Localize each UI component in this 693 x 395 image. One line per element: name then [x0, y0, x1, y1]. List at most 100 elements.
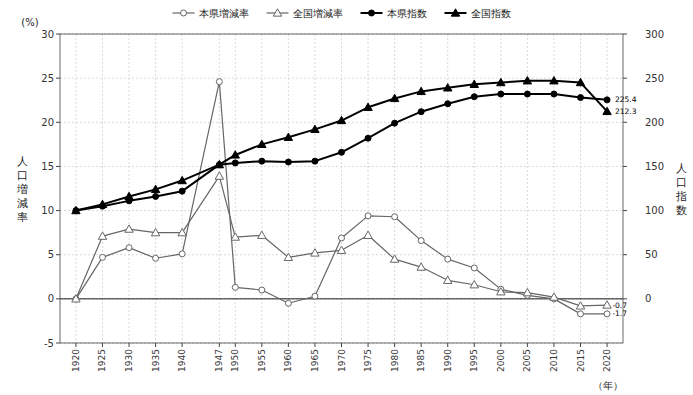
legend-marker [181, 10, 187, 16]
grid-line-x [102, 34, 103, 343]
point [578, 95, 584, 101]
point [523, 77, 531, 84]
point [603, 301, 611, 308]
zero-line [60, 298, 623, 299]
point [312, 158, 318, 164]
point [231, 151, 239, 158]
point [311, 249, 319, 256]
point [339, 235, 345, 241]
tick-y [56, 210, 60, 211]
point [284, 253, 292, 260]
y-unit: (%) [21, 17, 38, 28]
tick-x [421, 343, 422, 347]
point [126, 245, 132, 251]
legend-label: 本県指数 [387, 8, 427, 19]
tick-label-x: 1980 [390, 349, 400, 372]
point [179, 251, 185, 257]
point [578, 311, 584, 317]
axis-label-char: 率 [17, 210, 28, 223]
point [364, 231, 372, 238]
tick-label-x: 1955 [257, 349, 267, 372]
point [178, 228, 186, 235]
point [72, 295, 80, 302]
tick-label-x: 1930 [124, 349, 134, 372]
grid-line-x [368, 34, 369, 343]
grid-line-x [261, 34, 262, 343]
point [523, 288, 531, 295]
tick-y [56, 122, 60, 123]
axis-label-char: 減 [17, 196, 28, 209]
tick-label-y2: 50 [645, 249, 658, 260]
legend-item: 全国増減率 [267, 8, 343, 19]
point [497, 288, 505, 295]
axis-label-char: 指 [675, 189, 687, 202]
tick-x [527, 343, 528, 347]
point [153, 255, 159, 261]
tick-y2 [623, 34, 627, 35]
point [98, 200, 106, 207]
point [99, 254, 105, 260]
point [498, 91, 504, 97]
tick-label-x: 1950 [230, 349, 240, 372]
tick-y [56, 298, 60, 299]
chart: -505101520253005010015020025030019201925… [0, 0, 693, 395]
point [285, 300, 291, 306]
annotation: 225.4 [615, 95, 637, 104]
point [550, 77, 558, 84]
tick-label-y: 0 [48, 293, 54, 304]
tick-label-y: 10 [41, 205, 54, 216]
point [178, 176, 186, 183]
legend-label: 全国増減率 [293, 8, 343, 19]
tick-label-x: 1970 [337, 349, 347, 372]
series-line [76, 81, 607, 211]
legend-marker [273, 9, 281, 16]
tick-label-x: 2000 [496, 349, 506, 372]
annotation: -0.7 [612, 301, 627, 310]
axis-label-char: 数 [676, 203, 687, 216]
annotation: -1.7 [612, 309, 627, 318]
point [215, 160, 223, 167]
legend-label: 全国指数 [471, 8, 511, 19]
axis-label-char: 口 [17, 168, 28, 181]
point [125, 192, 133, 199]
grid-line-y [60, 298, 623, 299]
tick-label-x: 1965 [310, 349, 320, 372]
point [604, 311, 610, 317]
legend-label: 本県増減率 [199, 8, 249, 19]
annotations: -1.7-0.7225.4212.3 [612, 95, 636, 318]
point [390, 94, 398, 101]
tick-label-y: -5 [44, 338, 54, 349]
tick-label-x: 2015 [576, 349, 586, 372]
series [73, 79, 610, 317]
point [365, 135, 371, 141]
tick-label-y: 15 [41, 161, 54, 172]
tick-y2 [623, 298, 627, 299]
grid [60, 34, 623, 343]
tick-y2 [623, 122, 627, 123]
point [151, 228, 159, 235]
tick-label-x: 1985 [416, 349, 426, 372]
tick-y [56, 254, 60, 255]
tick-x [607, 343, 608, 347]
point [471, 265, 477, 271]
tick-x [500, 343, 501, 347]
tick-label-x: 2010 [549, 349, 559, 372]
point [471, 94, 477, 100]
x-axis-label: （年） [593, 380, 623, 391]
point [470, 80, 478, 87]
point [576, 302, 584, 309]
tick-label-y: 20 [41, 117, 54, 128]
grid-line-x [341, 34, 342, 343]
point [551, 91, 557, 97]
tick-label-x: 1960 [283, 349, 293, 372]
tick-x [368, 343, 369, 347]
point [285, 159, 291, 165]
legend-item: 全国指数 [445, 8, 511, 19]
tick-y [56, 343, 60, 344]
point [339, 149, 345, 155]
legend-marker [369, 10, 375, 16]
point [604, 97, 610, 103]
point [445, 256, 451, 262]
grid-line-x [421, 34, 422, 343]
point [259, 158, 265, 164]
